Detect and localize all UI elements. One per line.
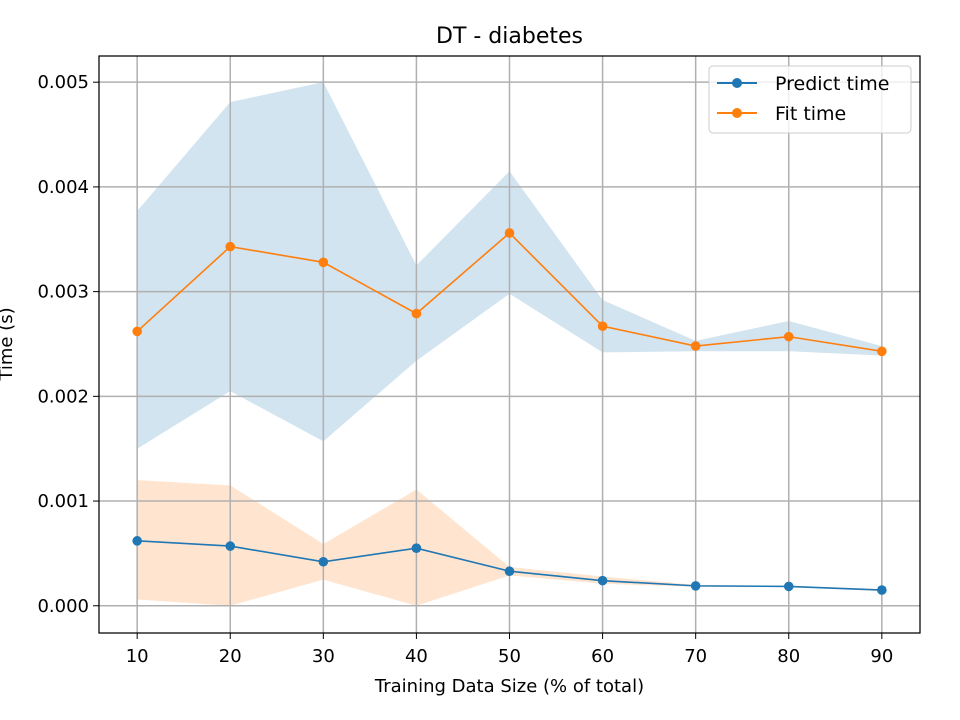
x-tick-label: 30 — [312, 646, 335, 667]
y-tick-label: 0.002 — [37, 386, 89, 407]
data-point-series-1 — [411, 308, 422, 319]
data-point-series-1 — [877, 346, 887, 357]
legend: Predict time Fit time — [708, 65, 912, 134]
data-point-series-1 — [783, 331, 794, 342]
data-point-series-1 — [132, 326, 142, 337]
x-tick-label: 80 — [777, 646, 800, 667]
legend-label-fit-time: Fit time — [775, 103, 846, 125]
data-point-series-0 — [690, 581, 701, 591]
x-tick-label: 70 — [684, 646, 707, 667]
data-point-series-1 — [318, 257, 329, 268]
x-tick-label: 20 — [219, 646, 242, 667]
legend-marker-fit-time — [732, 108, 742, 118]
y-tick-label: 0.003 — [37, 282, 89, 303]
y-tick-label: 0.004 — [37, 177, 89, 198]
data-point-series-0 — [597, 575, 608, 586]
x-tick-label: 10 — [126, 646, 149, 667]
y-tick-label: 0.001 — [37, 491, 89, 512]
data-point-series-0 — [783, 581, 794, 592]
x-axis: 10 20 30 40 50 60 70 80 90 — [126, 633, 893, 667]
data-point-series-1 — [690, 341, 701, 351]
data-points — [132, 228, 887, 595]
x-tick-label: 60 — [591, 646, 614, 667]
data-point-series-0 — [877, 585, 887, 595]
y-axis-title: Time (s) — [0, 307, 17, 381]
legend-label-predict-time: Predict time — [775, 73, 889, 95]
data-point-series-0 — [318, 556, 329, 567]
data-point-series-0 — [225, 541, 236, 551]
data-point-series-0 — [411, 543, 422, 553]
y-tick-label: 0.000 — [37, 596, 89, 617]
x-axis-title: Training Data Size (% of total) — [374, 676, 644, 697]
chart-title: DT - diabetes — [436, 24, 583, 49]
x-tick-label: 40 — [405, 646, 428, 667]
legend-box — [708, 65, 912, 134]
y-axis: 0.000 0.001 0.002 0.003 0.004 0.005 — [37, 72, 99, 617]
y-tick-label: 0.005 — [37, 72, 89, 93]
data-point-series-1 — [504, 228, 515, 238]
data-point-series-0 — [504, 566, 515, 577]
x-tick-label: 90 — [870, 646, 893, 667]
data-point-series-0 — [132, 536, 142, 546]
data-point-series-1 — [597, 321, 608, 331]
data-point-series-1 — [225, 241, 236, 252]
legend-marker-predict-time — [732, 78, 742, 88]
x-tick-label: 50 — [498, 646, 521, 667]
